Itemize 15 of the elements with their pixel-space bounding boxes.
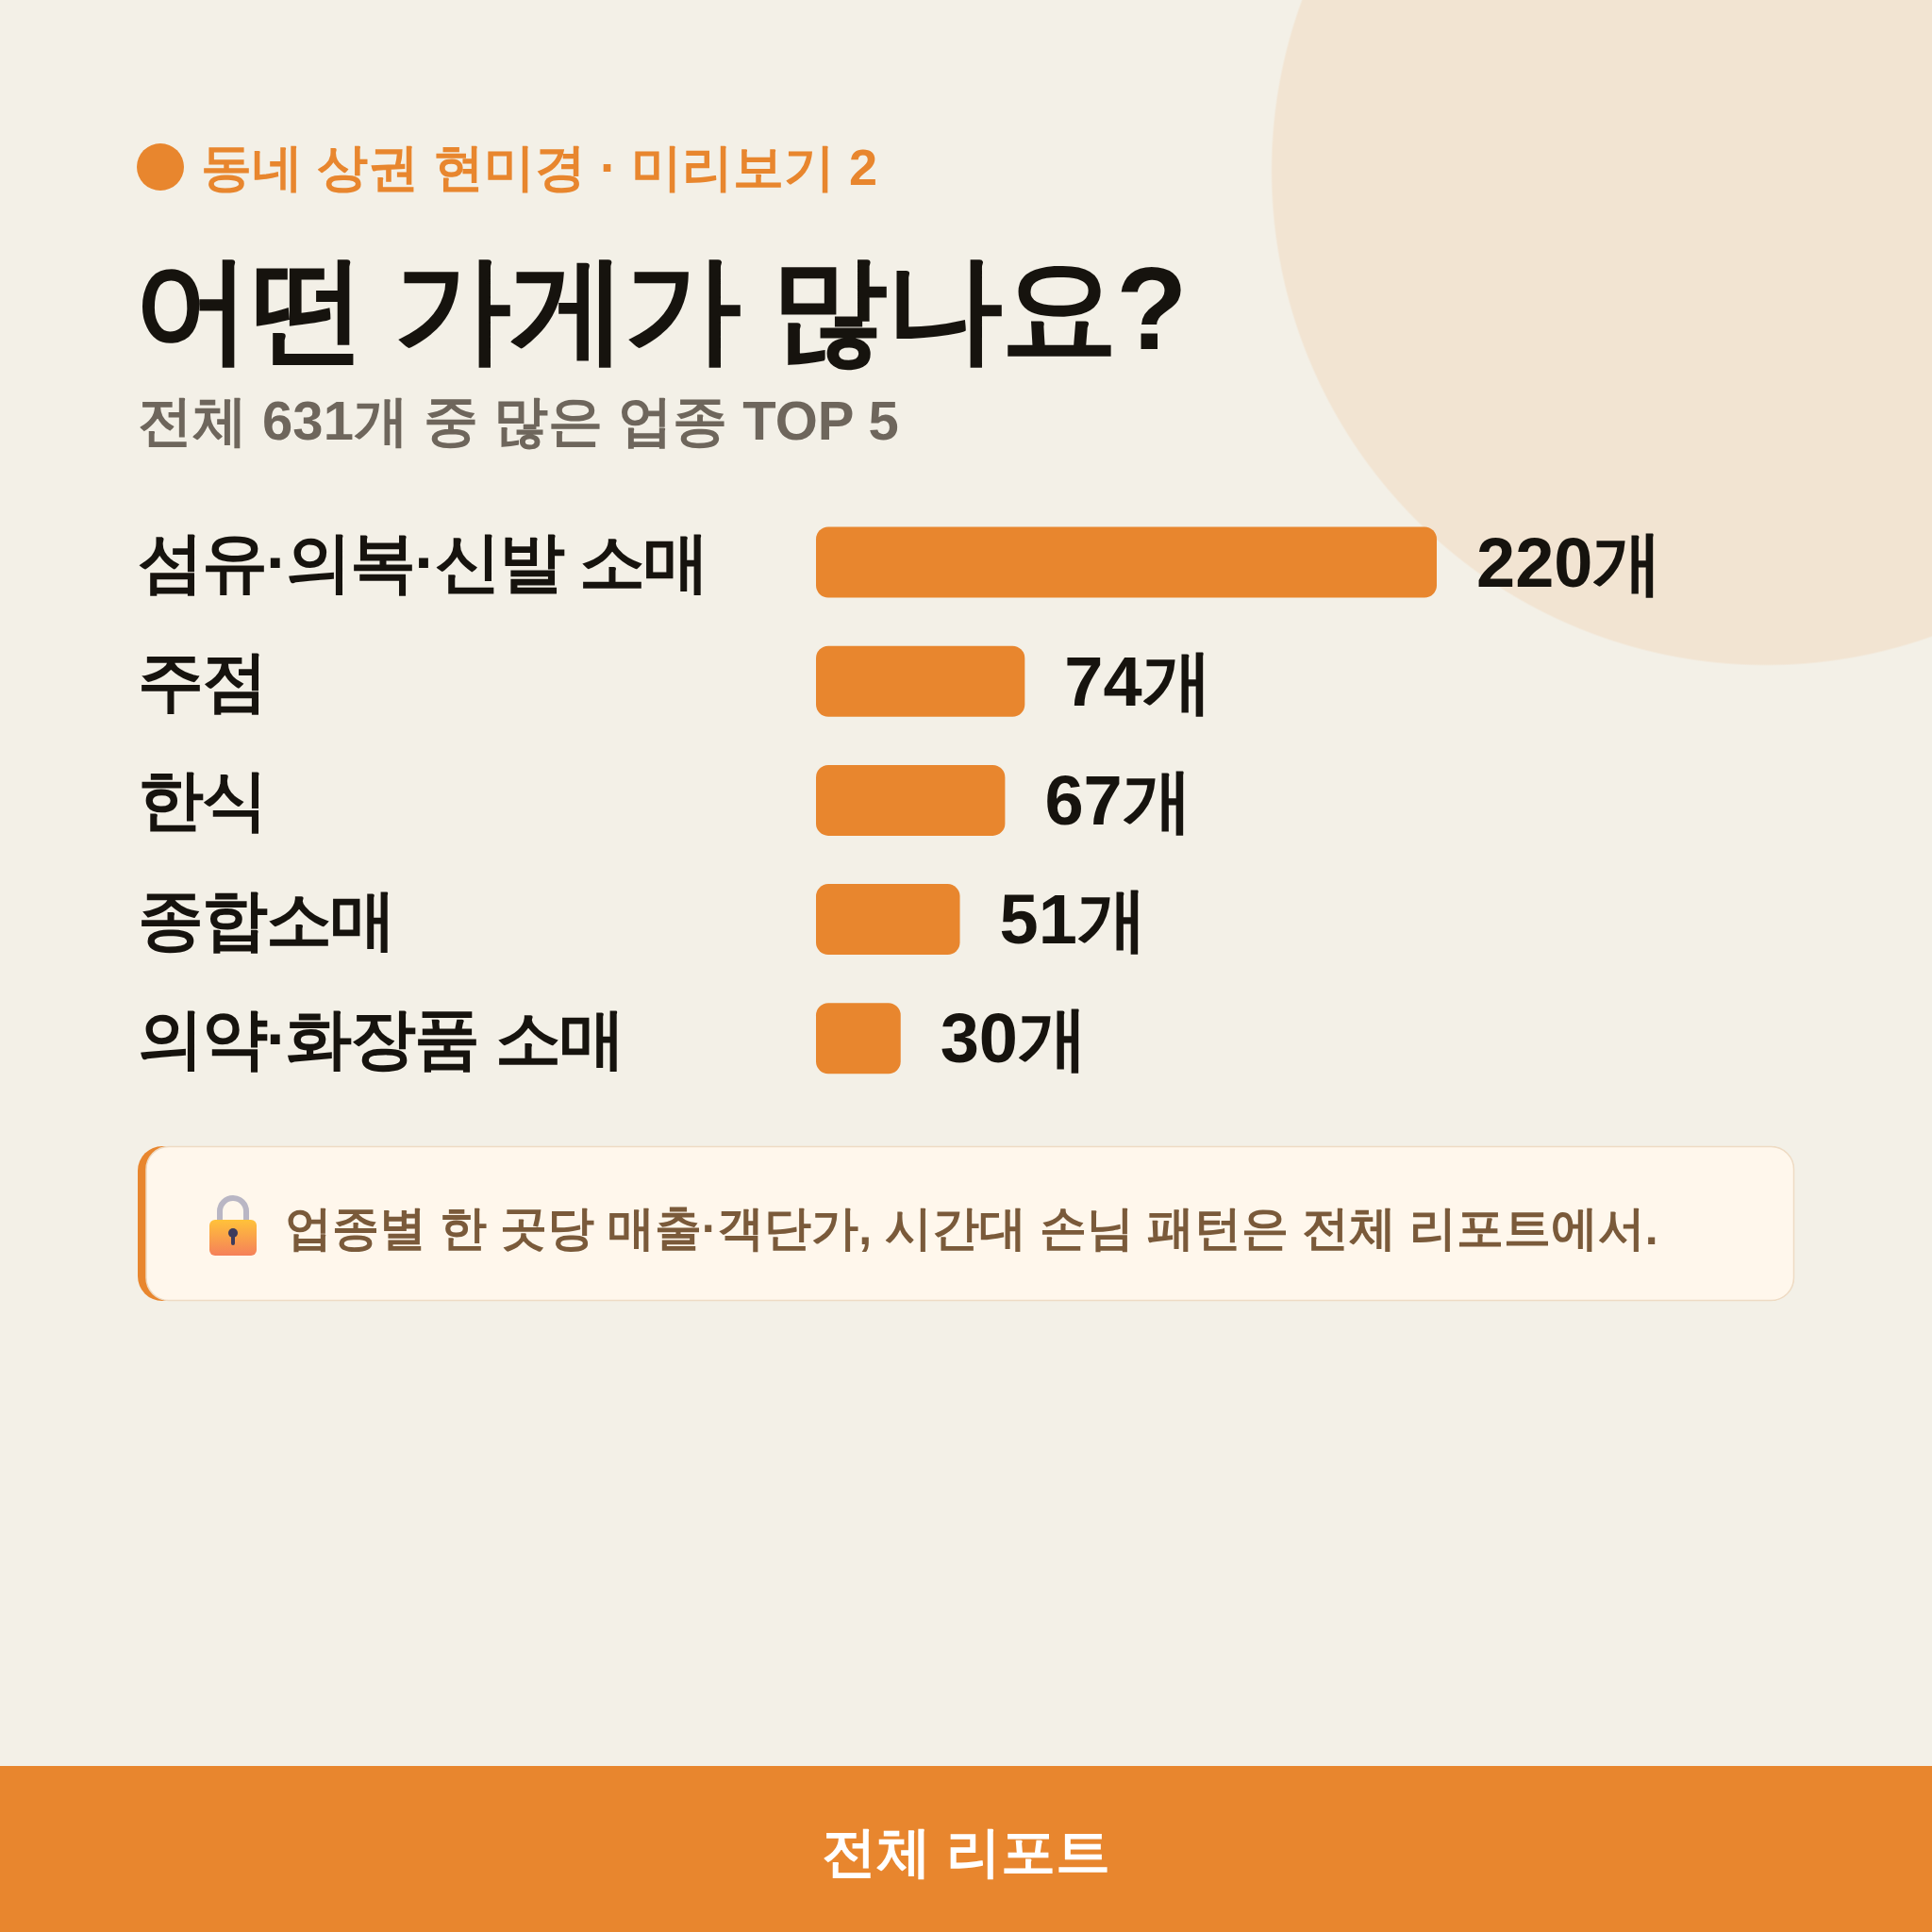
y-tick-label: 한식 [138, 763, 266, 838]
data-label: 67개 [1044, 760, 1192, 840]
chart-subtitle: 전체 631개 중 많은 업종 TOP 5 [138, 390, 899, 451]
data-label: 74개 [1064, 641, 1212, 721]
chart-title: 어떤 가게가 많나요? [134, 243, 1186, 374]
data-label: 30개 [940, 999, 1089, 1078]
y-tick-label: 섬유·의복·신발 소매 [138, 525, 708, 599]
data-label: 220개 [1476, 523, 1663, 602]
y-tick-label: 주점 [138, 644, 266, 719]
y-tick-label: 종합소매 [138, 882, 394, 957]
data-label: 51개 [999, 880, 1147, 959]
text: 동네 상권 현미경 · 미리보기 2 [201, 139, 878, 195]
text: 전체 리포트 [821, 1820, 1111, 1882]
text: 업종별 한 곳당 매출·객단가, 시간대 손님 패턴은 전체 리포트에서. [285, 1202, 1658, 1255]
y-tick-label: 의약·화장품 소매 [138, 1001, 624, 1075]
